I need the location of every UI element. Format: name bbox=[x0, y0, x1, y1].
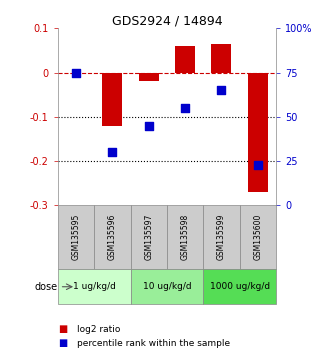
Text: ■: ■ bbox=[58, 338, 67, 348]
Bar bbox=[131, 205, 167, 269]
Bar bbox=[139, 73, 159, 81]
Text: GSM135599: GSM135599 bbox=[217, 214, 226, 261]
Bar bbox=[240, 205, 276, 269]
Point bbox=[74, 70, 79, 75]
Text: GSM135597: GSM135597 bbox=[144, 214, 153, 261]
Text: GSM135596: GSM135596 bbox=[108, 214, 117, 261]
Title: GDS2924 / 14894: GDS2924 / 14894 bbox=[112, 14, 222, 27]
Bar bbox=[58, 269, 131, 304]
Text: GSM135600: GSM135600 bbox=[253, 214, 262, 261]
Text: GSM135598: GSM135598 bbox=[181, 214, 190, 260]
Text: 10 ug/kg/d: 10 ug/kg/d bbox=[143, 282, 191, 291]
Bar bbox=[94, 205, 131, 269]
Point bbox=[110, 149, 115, 155]
Text: 1 ug/kg/d: 1 ug/kg/d bbox=[73, 282, 116, 291]
Bar bbox=[203, 205, 240, 269]
Bar bbox=[167, 205, 203, 269]
Text: percentile rank within the sample: percentile rank within the sample bbox=[77, 339, 230, 348]
Point bbox=[183, 105, 188, 111]
Bar bbox=[212, 44, 231, 73]
Bar bbox=[131, 269, 203, 304]
Bar bbox=[248, 73, 268, 192]
Text: dose: dose bbox=[35, 282, 58, 292]
Text: 1000 ug/kg/d: 1000 ug/kg/d bbox=[210, 282, 270, 291]
Text: ■: ■ bbox=[58, 324, 67, 334]
Bar bbox=[58, 205, 94, 269]
Point bbox=[255, 162, 260, 167]
Bar bbox=[175, 46, 195, 73]
Point bbox=[219, 87, 224, 93]
Bar bbox=[203, 269, 276, 304]
Text: GSM135595: GSM135595 bbox=[72, 214, 81, 261]
Point bbox=[146, 123, 151, 129]
Bar bbox=[102, 73, 122, 126]
Text: log2 ratio: log2 ratio bbox=[77, 325, 120, 334]
